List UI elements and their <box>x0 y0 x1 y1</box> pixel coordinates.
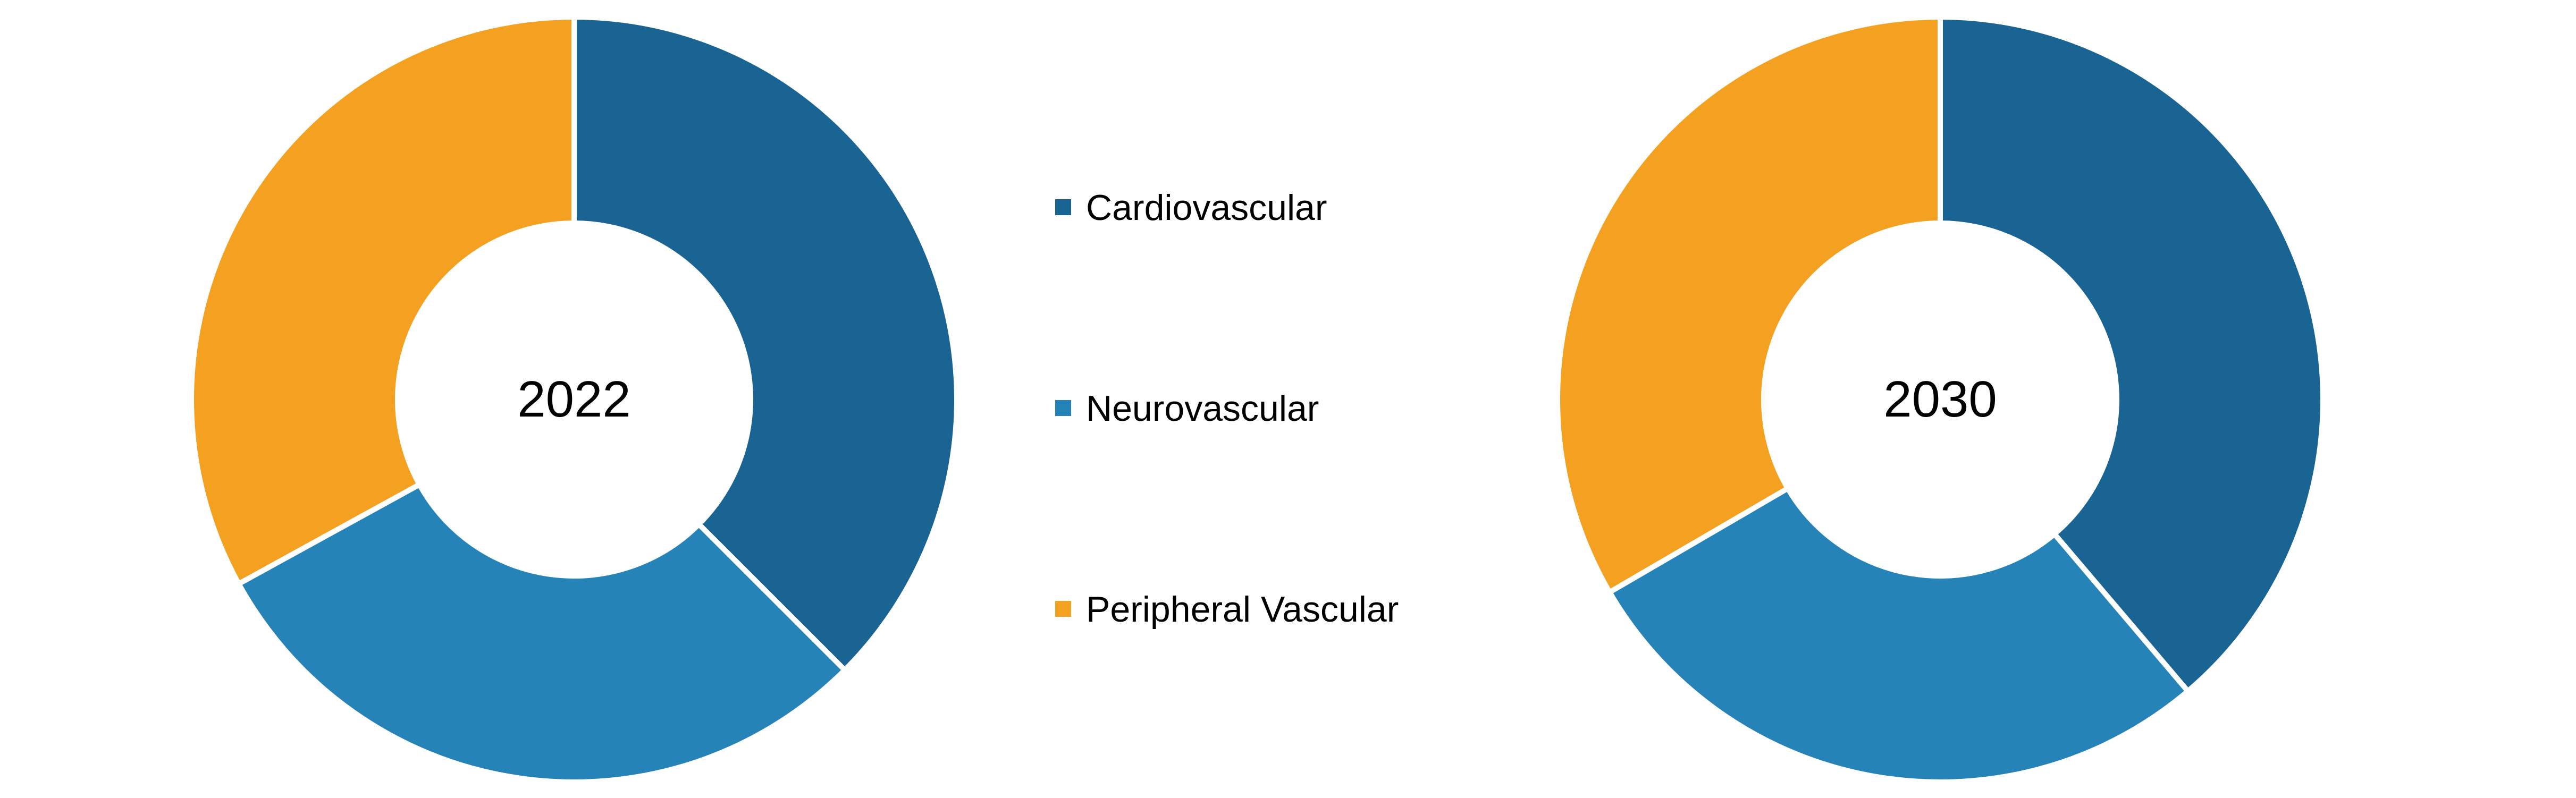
slice-neurovascular-2022 <box>236 481 848 785</box>
slice-peripheral-vascular-2022 <box>189 14 577 587</box>
legend-item-neurovascular: Neurovascular <box>1055 388 1319 429</box>
legend-label: Cardiovascular <box>1086 188 1327 228</box>
legend-swatch <box>1055 601 1071 617</box>
legend-item-cardiovascular: Cardiovascular <box>1055 188 1327 228</box>
slice-cardiovascular-2022 <box>571 14 959 673</box>
slice-cardiovascular-2030 <box>1938 14 2326 694</box>
center-label: 2030 <box>1883 371 1997 428</box>
legend-label: Peripheral Vascular <box>1086 589 1399 630</box>
legend-item-peripheral-vascular: Peripheral Vascular <box>1055 589 1399 630</box>
legend-label: Neurovascular <box>1086 388 1319 429</box>
legend: Cardiovascular Neurovascular Peripheral Va… <box>1055 188 1399 630</box>
slice-peripheral-vascular-2030 <box>1555 14 1943 595</box>
slice-neurovascular-2030 <box>1606 486 2191 785</box>
legend-swatch <box>1055 199 1071 215</box>
legend-swatch <box>1055 400 1071 416</box>
donut-chart-2030: 2030 <box>1555 14 2326 785</box>
donut-chart-2022: 2022 <box>189 14 959 785</box>
center-label: 2022 <box>517 371 631 428</box>
